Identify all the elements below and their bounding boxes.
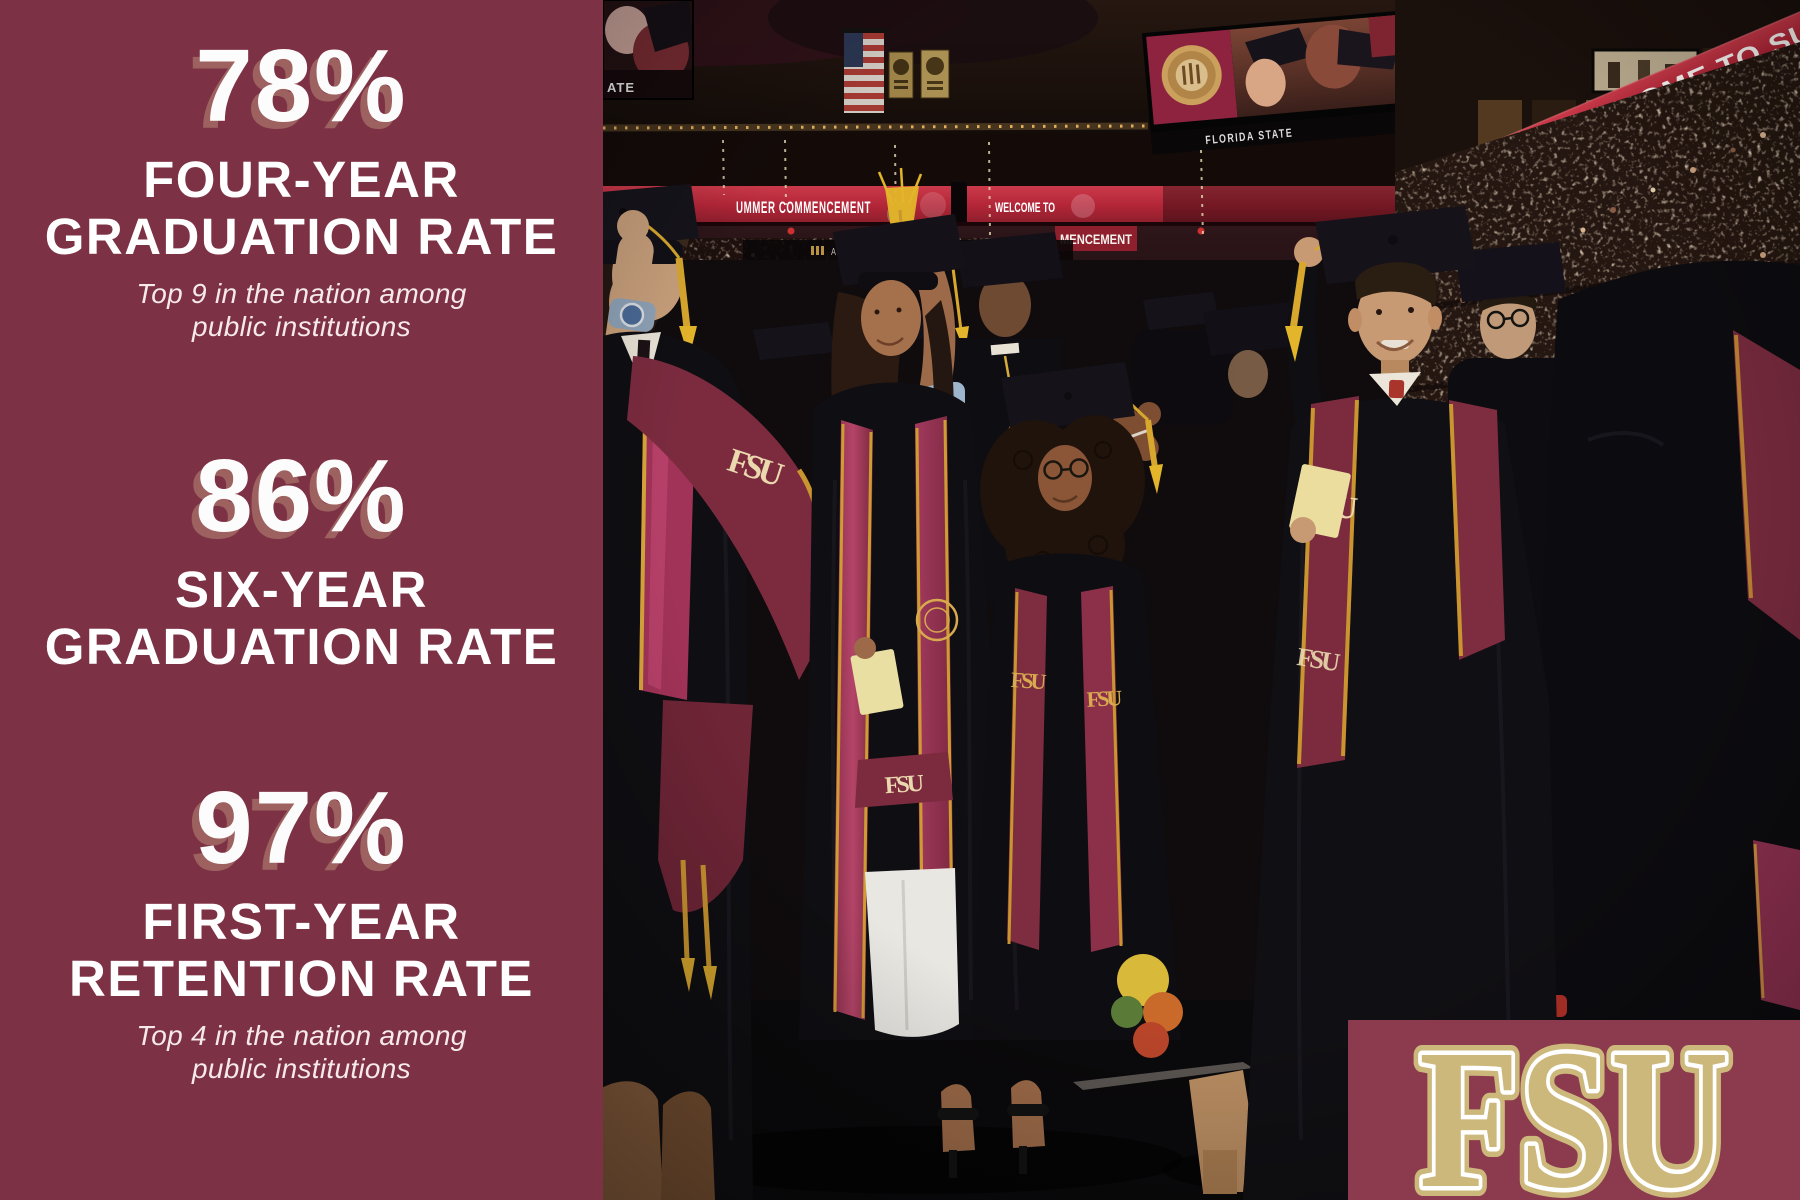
fsu-logo-core: FSU <box>1419 1020 1729 1200</box>
stat-note-line1: Top 4 in the nation among <box>136 1020 467 1052</box>
stat-note: Top 4 in the nation among public institu… <box>16 1019 587 1085</box>
stat-value: 86% <box>195 438 408 553</box>
fsu-logo: FSU FSU FSU <box>1409 1020 1739 1200</box>
stat-note-line2: public institutions <box>192 311 411 343</box>
stats-panel: 78% FOUR-YEAR GRADUATION RATE Top 9 in t… <box>0 0 603 1200</box>
stat-label: FIRST-YEAR RETENTION RATE <box>16 893 587 1007</box>
fsu-logo-inline: FSU <box>1419 1020 1729 1200</box>
stat-note: Top 9 in the nation among public institu… <box>16 277 587 343</box>
stat-label-line2: GRADUATION RATE <box>44 618 559 676</box>
stat-value: 78% <box>195 28 408 143</box>
photo-vignette <box>603 0 1800 1200</box>
stat-six-year-grad-rate: 86% SIX-YEAR GRADUATION RATE <box>0 438 603 675</box>
stat-label-line2: RETENTION RATE <box>69 950 534 1008</box>
stat-label-line1: SIX-YEAR <box>175 561 428 619</box>
stat-value: 97% <box>195 770 408 885</box>
fsu-logo-block: FSU FSU FSU <box>1348 1020 1800 1200</box>
stat-note-line2: public institutions <box>192 1053 411 1085</box>
stat-label-line2: GRADUATION RATE <box>44 208 559 266</box>
stat-label-line1: FOUR-YEAR <box>143 151 460 209</box>
stat-label-line1: FIRST-YEAR <box>142 893 461 951</box>
fsu-logo-outline: FSU <box>1419 1020 1729 1200</box>
stat-note-line1: Top 9 in the nation among <box>136 278 467 310</box>
stat-four-year-grad-rate: 78% FOUR-YEAR GRADUATION RATE Top 9 in t… <box>0 28 603 343</box>
stat-first-year-retention: 97% FIRST-YEAR RETENTION RATE Top 4 in t… <box>0 770 603 1085</box>
stat-label: SIX-YEAR GRADUATION RATE <box>16 561 587 675</box>
stat-label: FOUR-YEAR GRADUATION RATE <box>16 151 587 265</box>
